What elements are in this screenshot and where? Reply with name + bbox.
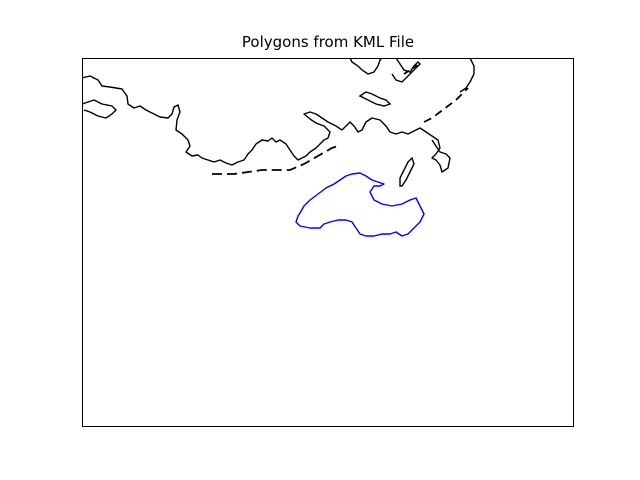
map-title: Polygons from KML File — [241, 33, 415, 51]
coastline-island-5 — [459, 58, 475, 93]
coastline-dashed-south — [212, 145, 339, 175]
coastline-island-1 — [82, 99, 117, 119]
coastline-layer — [82, 58, 475, 187]
coastline-mainland — [82, 75, 451, 173]
map-frame — [82, 58, 574, 427]
kml-polygon-layer — [295, 172, 425, 237]
coastline-dashed-east — [423, 87, 469, 123]
coastline-island-3 — [391, 58, 421, 83]
coastline-dashed-north — [403, 63, 421, 75]
coastline-inlet — [399, 156, 415, 187]
coastline-island-2 — [349, 58, 383, 75]
kml-polygon — [295, 172, 425, 237]
coastline-island-4 — [358, 91, 392, 107]
